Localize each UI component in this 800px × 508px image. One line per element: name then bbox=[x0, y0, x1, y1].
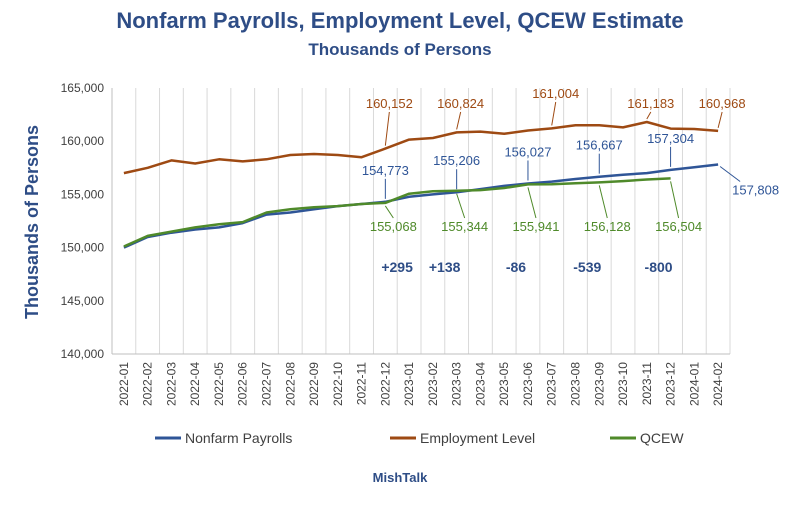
difference-label: +138 bbox=[429, 259, 461, 275]
y-tick-label: 165,000 bbox=[61, 81, 105, 95]
x-tick-label: 2023-10 bbox=[616, 362, 630, 406]
source-credit: MishTalk bbox=[372, 470, 428, 485]
x-tick-label: 2022-02 bbox=[141, 362, 155, 406]
x-tick-label: 2024-01 bbox=[687, 362, 701, 406]
difference-label: +295 bbox=[381, 259, 413, 275]
leader-line bbox=[456, 193, 466, 219]
chart-title: Nonfarm Payrolls, Employment Level, QCEW… bbox=[116, 8, 684, 33]
x-tick-label: 2023-06 bbox=[521, 362, 535, 406]
x-tick-label: 2023-11 bbox=[640, 362, 654, 405]
leader-line bbox=[717, 111, 723, 129]
x-tick-label: 2023-02 bbox=[426, 362, 440, 406]
y-tick-label: 155,000 bbox=[61, 187, 105, 201]
x-tick-label: 2023-01 bbox=[402, 362, 416, 406]
y-tick-label: 150,000 bbox=[61, 241, 105, 255]
x-tick-label: 2023-12 bbox=[664, 362, 678, 406]
x-tick-label: 2022-06 bbox=[236, 362, 250, 406]
leader-line bbox=[551, 101, 557, 126]
employment-level-data-label: 160,152 bbox=[366, 96, 413, 111]
series-line-qcew bbox=[123, 177, 671, 248]
x-tick-label: 2022-10 bbox=[331, 362, 345, 406]
gridlines bbox=[111, 88, 731, 354]
x-tick-label: 2022-07 bbox=[260, 362, 274, 406]
qcew-data-label: 155,068 bbox=[370, 219, 417, 234]
leader-line bbox=[384, 205, 394, 219]
x-tick-label: 2022-01 bbox=[117, 362, 131, 406]
employment-level-data-label: 160,824 bbox=[437, 96, 484, 111]
x-tick-label: 2022-12 bbox=[378, 362, 392, 406]
leader-line bbox=[598, 185, 608, 219]
legend-label: Nonfarm Payrolls bbox=[185, 430, 292, 446]
qcew-data-label: 155,344 bbox=[441, 219, 488, 234]
series-lines bbox=[123, 120, 719, 249]
chart-subtitle: Thousands of Persons bbox=[308, 40, 492, 59]
nonfarm-payrolls-data-label: 157,304 bbox=[647, 131, 694, 146]
difference-label: -800 bbox=[645, 259, 673, 275]
x-tick-label: 2022-05 bbox=[212, 362, 226, 406]
difference-label: -86 bbox=[506, 259, 526, 275]
employment-level-data-label: 161,004 bbox=[532, 86, 579, 101]
x-tick-label: 2023-07 bbox=[545, 362, 559, 406]
axes: 140,000 145,000 150,000 155,000 160,000 165,0… bbox=[61, 81, 730, 406]
difference-label: -539 bbox=[573, 259, 601, 275]
qcew-data-label: 155,941 bbox=[512, 219, 559, 234]
x-tick-label: 2022-03 bbox=[164, 362, 178, 406]
series-line-nonfarm-payrolls bbox=[123, 163, 719, 249]
qcew-data-label: 156,504 bbox=[655, 219, 702, 234]
nonfarm-payrolls-data-label: 154,773 bbox=[362, 163, 409, 178]
legend-label: QCEW bbox=[640, 430, 684, 446]
y-tick-label: 160,000 bbox=[61, 134, 105, 148]
y-axis-label: Thousands of Persons bbox=[22, 125, 42, 319]
x-tick-label: 2022-08 bbox=[283, 362, 297, 406]
employment-level-data-label: 160,968 bbox=[699, 96, 746, 111]
x-tick-label: 2024-02 bbox=[711, 362, 725, 406]
series-line-employment-level bbox=[123, 120, 719, 175]
leader-line bbox=[456, 111, 462, 130]
x-tick-label: 2023-08 bbox=[569, 362, 583, 406]
x-tick-label: 2022-09 bbox=[307, 362, 321, 406]
leader-line bbox=[719, 166, 741, 182]
leader-line bbox=[670, 181, 680, 219]
nonfarm-payrolls-data-label: 156,667 bbox=[576, 138, 623, 153]
leader-line bbox=[527, 187, 537, 219]
leader-line bbox=[646, 111, 652, 120]
leader-line bbox=[384, 111, 390, 146]
legend: Nonfarm Payrolls Employment Level QCEW bbox=[155, 430, 684, 446]
y-tick-label: 145,000 bbox=[61, 294, 105, 308]
data-annotations: 160,152 160,824 161,004 161,183 160,968 154,7… bbox=[362, 86, 779, 275]
x-tick-label: 2022-11 bbox=[355, 362, 369, 405]
x-tick-label: 2023-03 bbox=[450, 362, 464, 406]
x-tick-label: 2023-04 bbox=[473, 362, 487, 406]
nonfarm-payrolls-data-label: 157,808 bbox=[732, 183, 779, 198]
nonfarm-payrolls-data-label: 156,027 bbox=[504, 144, 551, 159]
x-tick-label: 2023-05 bbox=[497, 362, 511, 406]
x-tick-label: 2023-09 bbox=[592, 362, 606, 406]
employment-level-data-label: 161,183 bbox=[627, 96, 674, 111]
y-tick-label: 140,000 bbox=[61, 347, 105, 361]
x-tick-label: 2022-04 bbox=[188, 362, 202, 406]
qcew-data-label: 156,128 bbox=[584, 219, 631, 234]
legend-label: Employment Level bbox=[420, 430, 535, 446]
nonfarm-payrolls-data-label: 155,206 bbox=[433, 153, 480, 168]
